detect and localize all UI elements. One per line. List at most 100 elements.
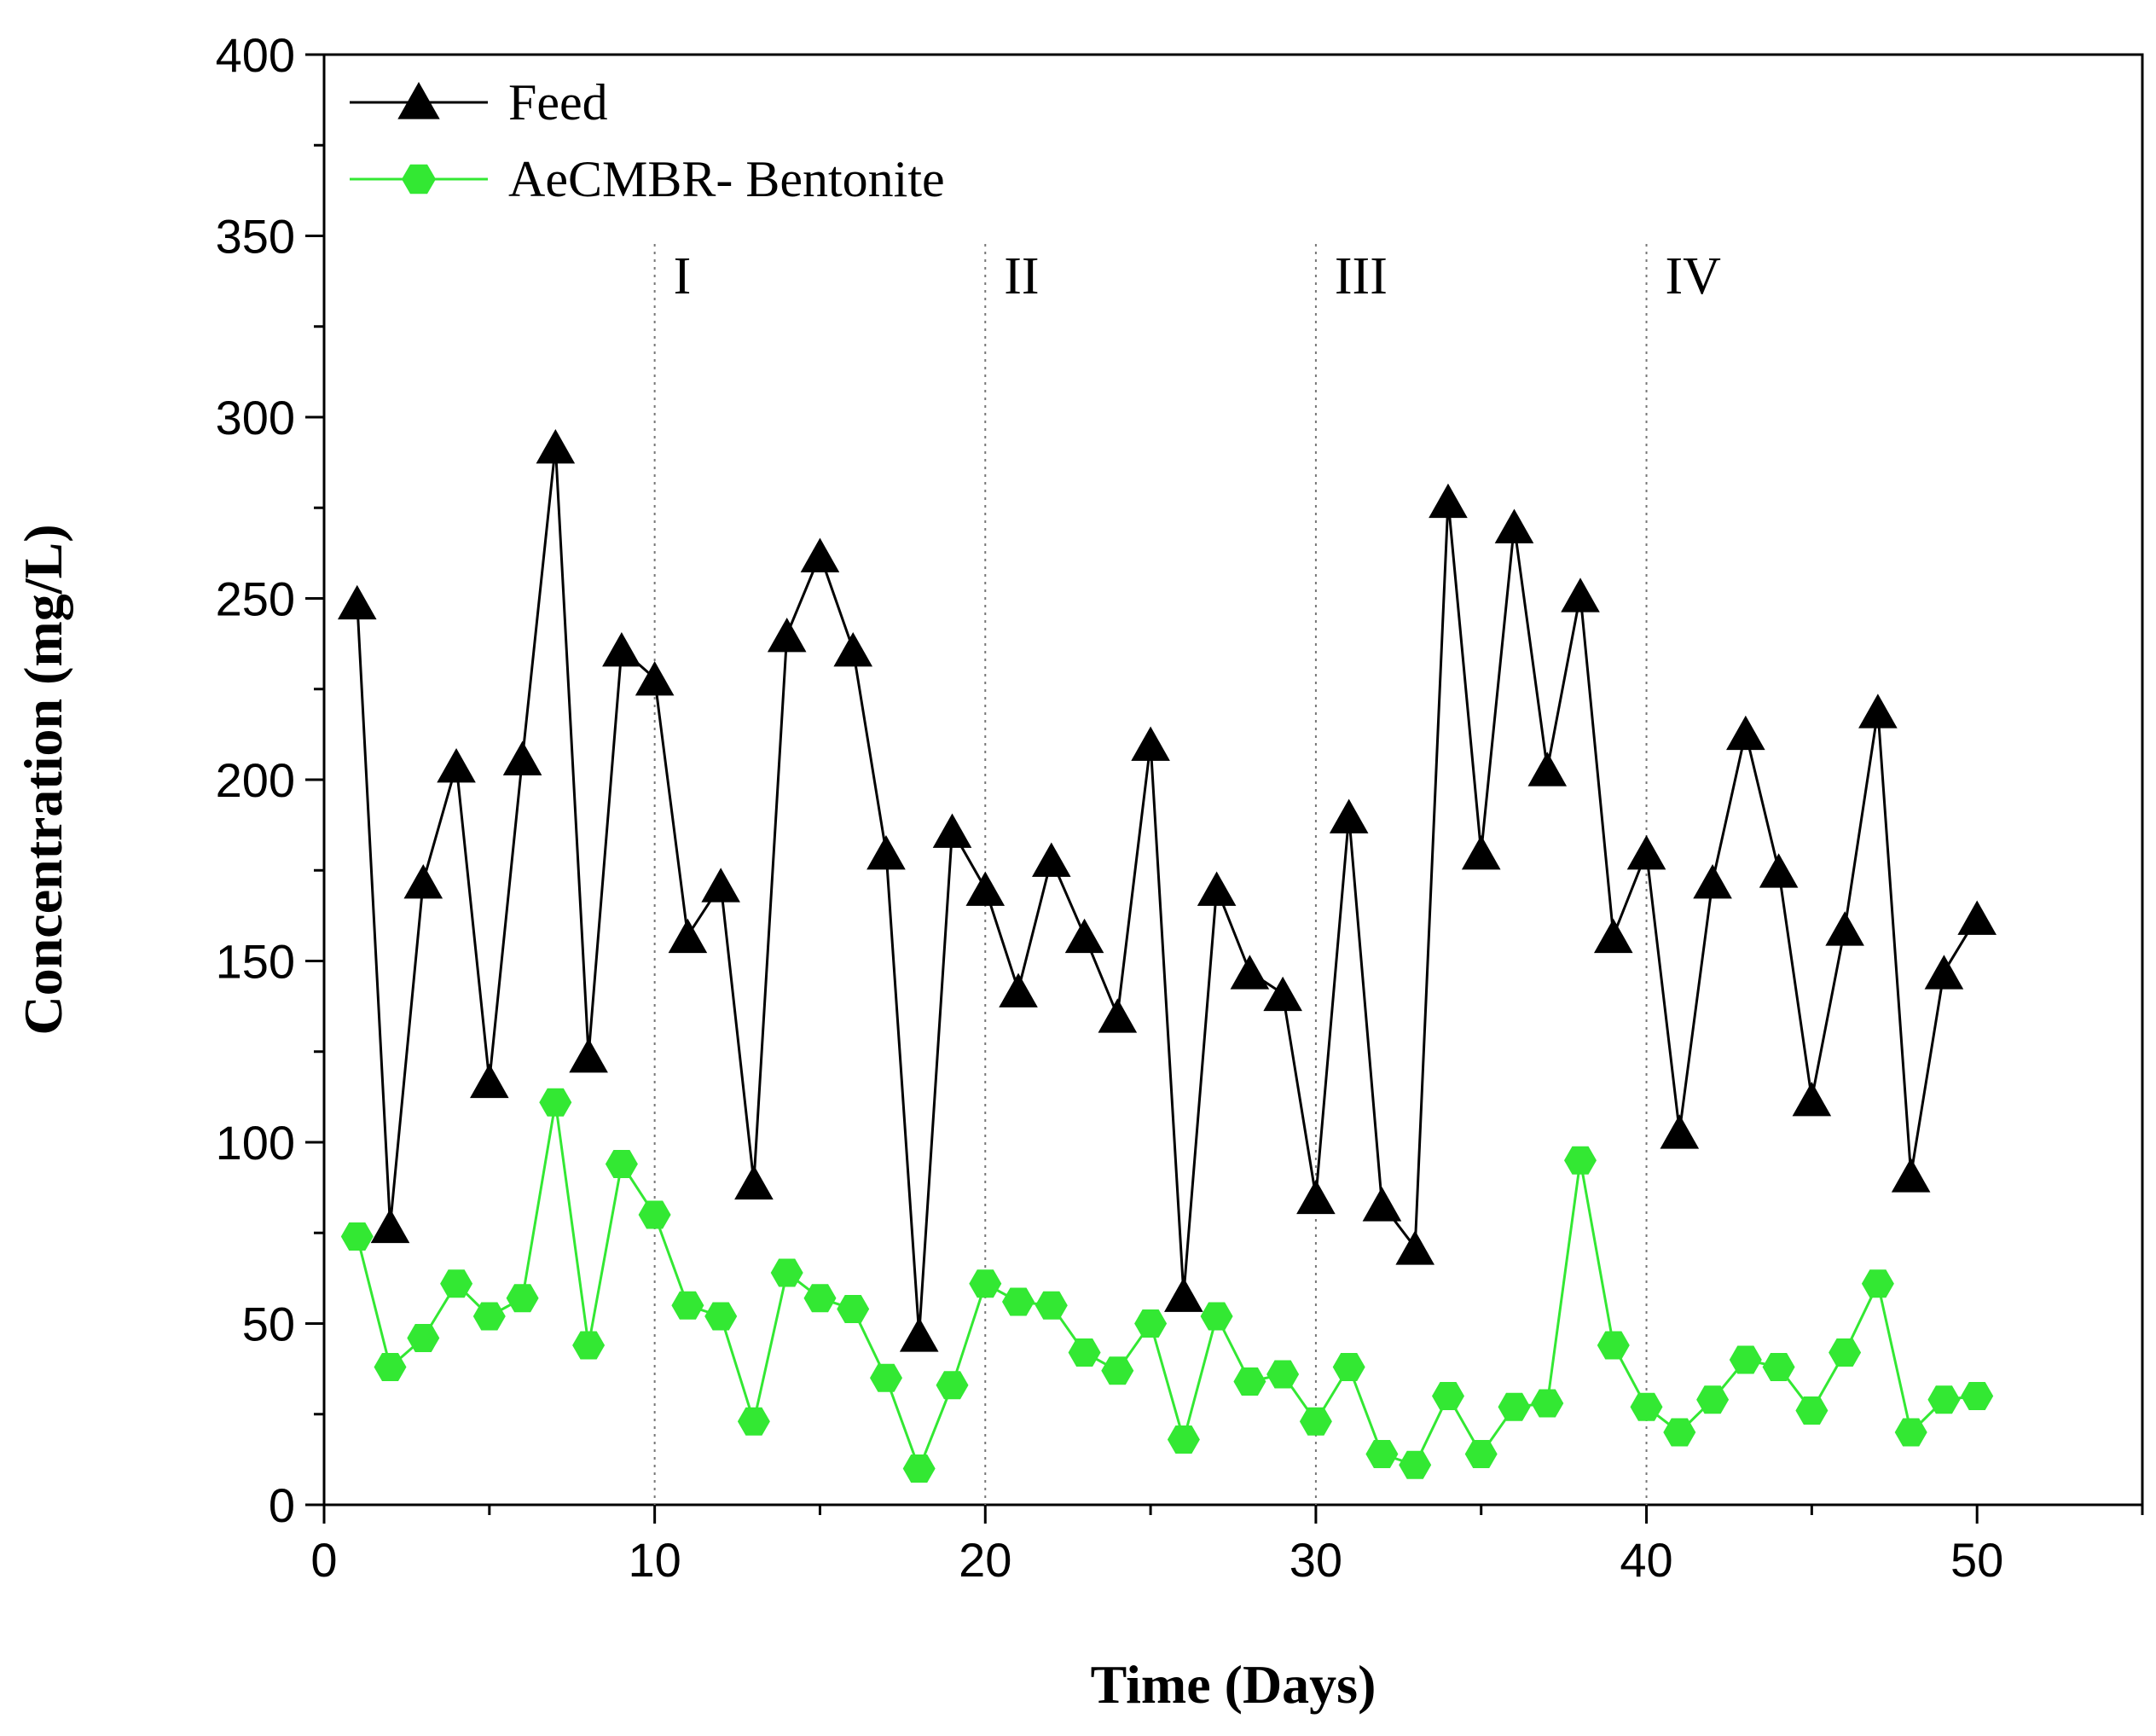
data-point bbox=[1498, 1392, 1531, 1421]
data-point bbox=[337, 584, 377, 620]
phase-label: I bbox=[674, 247, 692, 305]
data-point bbox=[1200, 1302, 1233, 1331]
legend-item: AeCMBR- Bentonite bbox=[350, 151, 945, 207]
data-point bbox=[969, 1269, 1002, 1298]
data-point bbox=[902, 1454, 936, 1483]
data-point bbox=[1064, 918, 1104, 954]
data-point bbox=[1660, 1114, 1700, 1149]
data-point bbox=[1233, 1367, 1266, 1396]
x-tick-label: 30 bbox=[1290, 1533, 1342, 1587]
series-line bbox=[356, 1102, 1978, 1472]
data-point bbox=[472, 1302, 506, 1331]
data-point bbox=[370, 1208, 410, 1244]
data-point bbox=[833, 632, 873, 667]
data-point bbox=[1531, 1389, 1564, 1418]
data-point bbox=[569, 1038, 608, 1073]
y-tick-label: 300 bbox=[216, 391, 295, 444]
data-point bbox=[1924, 955, 1964, 990]
legend-marker bbox=[397, 82, 440, 119]
data-point bbox=[407, 1324, 440, 1352]
y-tick-label: 0 bbox=[269, 1478, 295, 1532]
data-point bbox=[539, 1088, 572, 1117]
data-point bbox=[800, 537, 840, 572]
x-tick-label: 40 bbox=[1620, 1533, 1672, 1587]
data-point bbox=[1432, 1382, 1464, 1410]
data-point bbox=[1729, 1345, 1762, 1374]
data-point bbox=[1197, 871, 1237, 906]
data-point bbox=[440, 1269, 473, 1298]
data-point bbox=[1167, 1425, 1200, 1454]
data-point bbox=[403, 864, 443, 899]
data-point bbox=[1961, 1382, 1994, 1410]
data-point bbox=[1002, 1287, 1035, 1316]
data-point bbox=[1134, 1309, 1168, 1338]
data-point bbox=[470, 1063, 509, 1099]
x-axis-title: Time (Days) bbox=[1091, 1654, 1376, 1715]
legend-item: Feed bbox=[350, 74, 608, 131]
data-point bbox=[1795, 1396, 1829, 1425]
data-point bbox=[1891, 1158, 1931, 1193]
data-point bbox=[1230, 955, 1270, 990]
data-point bbox=[1663, 1418, 1696, 1447]
x-tick-label: 20 bbox=[959, 1533, 1011, 1587]
data-point bbox=[572, 1331, 606, 1360]
data-point bbox=[932, 813, 972, 848]
data-point bbox=[704, 1302, 738, 1331]
data-point bbox=[1464, 1440, 1498, 1468]
data-point bbox=[737, 1407, 770, 1436]
data-point bbox=[936, 1371, 969, 1400]
data-point bbox=[1957, 900, 1997, 935]
data-point bbox=[1332, 1353, 1365, 1381]
data-point bbox=[671, 1291, 704, 1320]
data-point bbox=[767, 618, 807, 653]
data-point bbox=[1696, 1385, 1730, 1414]
data-point bbox=[899, 1317, 939, 1352]
data-point bbox=[1527, 752, 1568, 787]
data-point bbox=[870, 1363, 902, 1392]
data-point bbox=[1131, 726, 1170, 761]
y-tick-label: 250 bbox=[216, 572, 295, 626]
data-point bbox=[1726, 715, 1765, 751]
data-point bbox=[1101, 1356, 1134, 1385]
data-point bbox=[1894, 1418, 1927, 1447]
y-tick-label: 50 bbox=[242, 1298, 295, 1351]
y-axis-title: Concentration (mg/L) bbox=[13, 524, 73, 1035]
phase-label: II bbox=[1004, 247, 1039, 305]
data-point bbox=[1597, 1331, 1630, 1360]
data-point bbox=[1630, 1392, 1663, 1421]
data-point bbox=[1032, 842, 1071, 877]
axes: 0 10 20 30 40 50 0 50 100 150 200 250 300 350 400 bbox=[216, 28, 2144, 1587]
data-point bbox=[1759, 853, 1799, 888]
data-point bbox=[1494, 508, 1534, 543]
data-point bbox=[1693, 864, 1732, 899]
legend-label: Feed bbox=[508, 74, 608, 131]
data-point bbox=[1266, 1360, 1300, 1389]
data-point bbox=[1164, 1277, 1203, 1312]
data-point bbox=[965, 871, 1006, 906]
legend-marker bbox=[402, 164, 436, 195]
series-aecmbr-bentonite bbox=[340, 1088, 1994, 1483]
data-point bbox=[734, 1164, 774, 1200]
phase-lines: I II III IV bbox=[653, 244, 1721, 1505]
data-point bbox=[999, 973, 1038, 1007]
y-tick-label: 100 bbox=[216, 1116, 295, 1170]
x-tick-label: 50 bbox=[1950, 1533, 2003, 1587]
data-point bbox=[638, 1200, 671, 1229]
data-point bbox=[1429, 483, 1468, 519]
series-layer bbox=[337, 429, 1997, 1483]
data-point bbox=[536, 429, 576, 464]
data-point bbox=[1825, 911, 1864, 946]
data-point bbox=[1068, 1338, 1101, 1367]
data-point bbox=[502, 740, 542, 775]
data-point bbox=[701, 868, 740, 903]
data-point bbox=[1395, 1230, 1434, 1265]
data-point bbox=[1564, 1146, 1597, 1175]
x-tick-label: 0 bbox=[310, 1533, 337, 1587]
data-point bbox=[1299, 1407, 1332, 1436]
data-point bbox=[1927, 1385, 1961, 1414]
x-tick-label: 10 bbox=[628, 1533, 681, 1587]
y-tick-label: 200 bbox=[216, 753, 295, 807]
data-point bbox=[1858, 694, 1898, 729]
